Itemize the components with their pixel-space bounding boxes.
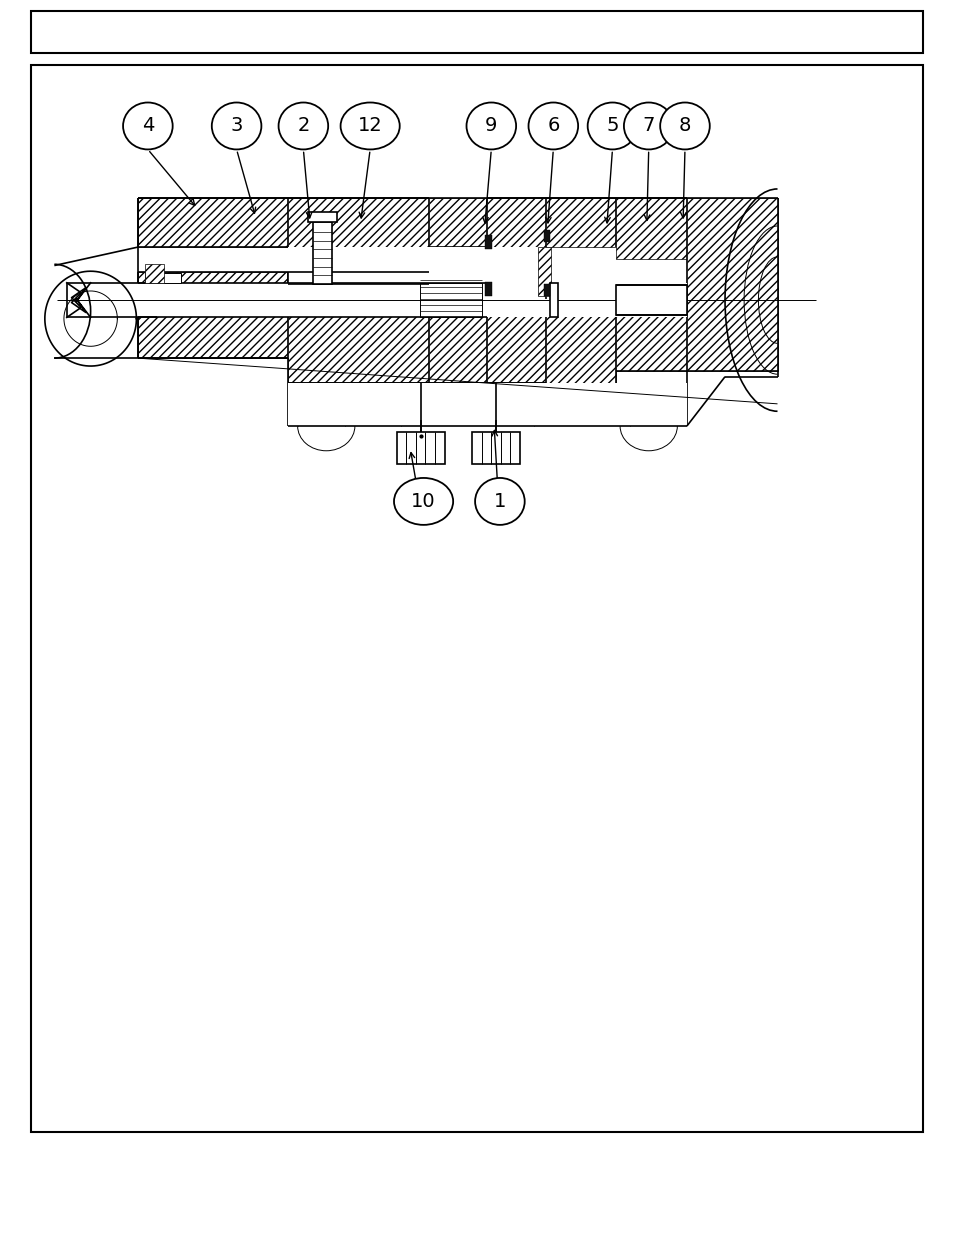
Bar	[484, 282, 492, 296]
Bar	[138, 272, 288, 358]
Bar	[30, 11, 923, 53]
Ellipse shape	[466, 103, 516, 149]
Ellipse shape	[623, 103, 673, 149]
Bar	[288, 383, 686, 426]
Bar	[86, 283, 686, 317]
Bar	[545, 296, 616, 404]
Bar	[486, 198, 545, 247]
Text: 8: 8	[679, 116, 690, 136]
Bar	[288, 198, 429, 247]
Ellipse shape	[659, 103, 709, 149]
Bar	[545, 198, 616, 247]
Bar	[550, 283, 558, 317]
Text: 1: 1	[494, 492, 505, 511]
Bar	[616, 296, 686, 370]
Bar	[145, 273, 181, 283]
Bar	[145, 264, 164, 283]
Text: 7: 7	[642, 116, 654, 136]
Bar	[543, 284, 550, 296]
Text: 3: 3	[231, 116, 242, 136]
Bar	[30, 65, 923, 1132]
Bar	[429, 247, 545, 284]
Ellipse shape	[340, 103, 399, 149]
Bar	[429, 198, 486, 247]
Bar	[616, 198, 686, 259]
Bar	[396, 432, 444, 464]
Text: 2: 2	[297, 116, 309, 136]
Ellipse shape	[394, 478, 453, 525]
Bar	[537, 247, 551, 296]
Text: 12: 12	[357, 116, 382, 136]
Text: 10: 10	[411, 492, 436, 511]
Bar	[288, 247, 429, 284]
Text: 9: 9	[485, 116, 497, 136]
Bar	[138, 198, 288, 247]
Bar	[486, 296, 545, 383]
Ellipse shape	[528, 103, 578, 149]
Bar	[484, 235, 492, 249]
Bar	[543, 230, 550, 242]
Text: 4: 4	[142, 116, 153, 136]
Bar	[686, 198, 777, 370]
Bar	[313, 222, 332, 284]
Bar	[308, 212, 336, 222]
Bar	[472, 432, 519, 464]
Bar	[288, 284, 429, 383]
Ellipse shape	[123, 103, 172, 149]
Bar	[419, 283, 481, 317]
Ellipse shape	[278, 103, 328, 149]
Text: 6: 6	[547, 116, 558, 136]
Ellipse shape	[475, 478, 524, 525]
Ellipse shape	[587, 103, 637, 149]
Bar	[429, 278, 486, 383]
Text: 5: 5	[605, 116, 618, 136]
Bar	[616, 285, 686, 315]
Ellipse shape	[212, 103, 261, 149]
